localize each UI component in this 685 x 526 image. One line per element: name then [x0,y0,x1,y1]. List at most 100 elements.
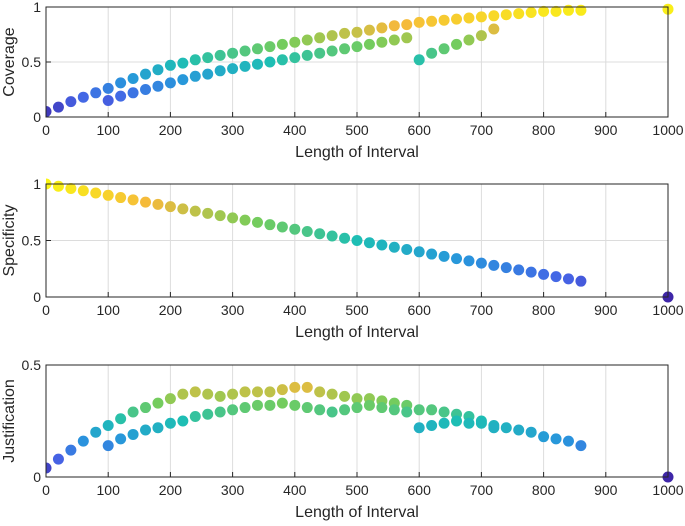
x-tick-label: 100 [97,122,121,138]
data-point: specificity: (200, 0.8) [164,201,176,213]
x-tick-label: 600 [408,122,432,138]
data-point: specificity: (540, 0.46) [376,239,388,251]
data-point: upper band: (600, 0.86) [413,16,425,28]
data-point: lower band: (140, 0.22) [127,87,139,99]
y-tick-label: 1 [33,176,41,192]
data-point: upper band: (620, 0.3) [426,404,438,416]
data-point: lower band: (100, 0.15) [102,95,114,106]
data-point: lower band: (300, 0.3) [227,404,239,416]
data-point: upper band: (680, 0.9) [463,12,475,24]
x-tick-label: 700 [470,482,494,498]
data-point: lower band: (620, 0.23) [426,419,438,431]
data-point: lower band: (320, 0.31) [239,402,251,414]
x-axis-label: Length of Interval [295,504,419,521]
data-point: upper band: (440, 0.38) [314,386,326,398]
data-point: lower band: (600, 0.52) [413,54,425,66]
data-point: lower band: (680, 0.24) [463,417,475,429]
data-point: specificity: (360, 0.64) [264,219,276,231]
data-point: upper band: (500, 0.77) [351,26,363,38]
data-point: specificity: (460, 0.54) [326,230,338,242]
x-tick-label: 900 [594,122,618,138]
data-point: specificity: (160, 0.84) [140,196,152,208]
x-tick-label: 300 [221,302,245,318]
x-tick-label: 500 [345,122,369,138]
x-tick-label: 500 [345,482,369,498]
x-tick-label: 1000 [652,482,683,498]
data-point: upper band: (820, 0.96) [550,5,562,17]
data-point: lower band: (560, 0.3) [388,404,400,416]
data-point: specificity: (720, 0.28) [488,259,500,271]
data-point: upper band: (340, 0.38) [251,386,263,398]
data-point: lower band: (420, 0.56) [301,49,313,61]
data-point: lower band: (280, 0.42) [214,65,226,77]
data-point: lower band: (180, 0.28) [152,80,164,92]
data-point: upper band: (0, 0.05) [46,106,52,117]
data-point: upper band: (800, 0.18) [538,431,550,443]
data-point: upper band: (480, 0.36) [339,390,351,402]
data-point: upper band: (100, 0.26) [102,82,114,94]
data-point: upper band: (260, 0.37) [202,388,214,400]
data-point: specificity: (220, 0.78) [177,203,189,215]
data-point: lower band: (580, 0.72) [401,32,413,44]
data-point: upper band: (640, 0.29) [438,406,450,418]
x-tick-label: 700 [470,302,494,318]
data-point: upper band: (100, 0.23) [102,419,114,431]
x-tick-label: 600 [408,482,432,498]
data-point: lower band: (480, 0.3) [339,404,351,416]
y-axis-label: Coverage [1,27,18,96]
data-point: specificity: (700, 0.3) [475,257,487,269]
data-point: upper band: (300, 0.37) [227,388,239,400]
data-point: specificity: (40, 0.96) [65,183,77,195]
data-point: upper band: (360, 0.64) [264,41,276,53]
data-point: specificity: (440, 0.56) [314,228,326,240]
y-tick-label: 1 [33,0,41,15]
data-point: upper band: (20, 0.09) [52,101,64,113]
data-point: upper band: (400, 0.68) [289,36,301,48]
coverage-panel: upper band: (0, 0.05)upper band: (20, 0.… [1,0,684,161]
data-point: upper band: (280, 0.56) [214,49,226,61]
data-point: lower band: (340, 0.48) [251,58,263,70]
x-tick-label: 200 [159,482,183,498]
data-point: lower band: (200, 0.31) [164,77,176,89]
data-point: upper band: (780, 0.95) [525,7,537,18]
data-point: upper band: (460, 0.74) [326,30,338,42]
data-point: lower band: (140, 0.19) [127,428,139,440]
data-point: upper band: (560, 0.83) [388,20,400,32]
data-point: lower band: (120, 0.19) [115,90,127,102]
x-tick-label: 800 [532,122,556,138]
data-point: specificity: (800, 0.2) [538,268,550,280]
data-point: specificity: (280, 0.72) [214,210,226,222]
data-point: upper band: (340, 0.62) [251,43,263,55]
data-point: upper band: (840, 0.97) [562,4,574,16]
x-tick-label: 900 [594,482,618,498]
data-point: upper band: (220, 0.49) [177,57,189,69]
data-point: lower band: (520, 0.32) [363,399,375,411]
data-point: lower band: (160, 0.21) [140,424,152,436]
data-point: upper band: (760, 0.94) [513,8,525,20]
data-point: upper band: (540, 0.81) [376,22,388,34]
data-point: lower band: (460, 0.6) [326,45,338,57]
data-point: upper band: (80, 0.2) [90,426,102,438]
data-point: lower band: (420, 0.31) [301,402,313,414]
y-axis-label: Justification [1,379,18,463]
data-point: specificity: (860, 0.14) [575,275,587,287]
data-point: specificity: (820, 0.18) [550,271,562,283]
data-point: specificity: (400, 0.6) [289,223,301,235]
data-point: specificity: (420, 0.58) [301,225,313,237]
x-tick-label: 200 [159,302,183,318]
x-tick-label: 600 [408,302,432,318]
data-point: lower band: (200, 0.24) [164,417,176,429]
data-point: upper band: (860, 0.97) [575,4,587,16]
data-point: upper band: (40, 0.14) [65,96,77,108]
y-axis-label: Specificity [1,204,18,276]
x-tick-label: 200 [159,122,183,138]
data-point: lower band: (560, 0.7) [388,34,400,46]
data-point: upper band: (740, 0.22) [500,422,512,434]
data-point: upper band: (160, 0.31) [140,402,152,414]
x-tick-label: 400 [283,482,307,498]
data-point: upper band: (460, 0.37) [326,388,338,400]
data-point: lower band: (460, 0.29) [326,406,338,418]
data-point: specificity: (740, 0.26) [500,262,512,274]
x-tick-label: 500 [345,302,369,318]
justification-panel: upper band: (0, 0.04)upper band: (20, 0.… [1,357,684,521]
